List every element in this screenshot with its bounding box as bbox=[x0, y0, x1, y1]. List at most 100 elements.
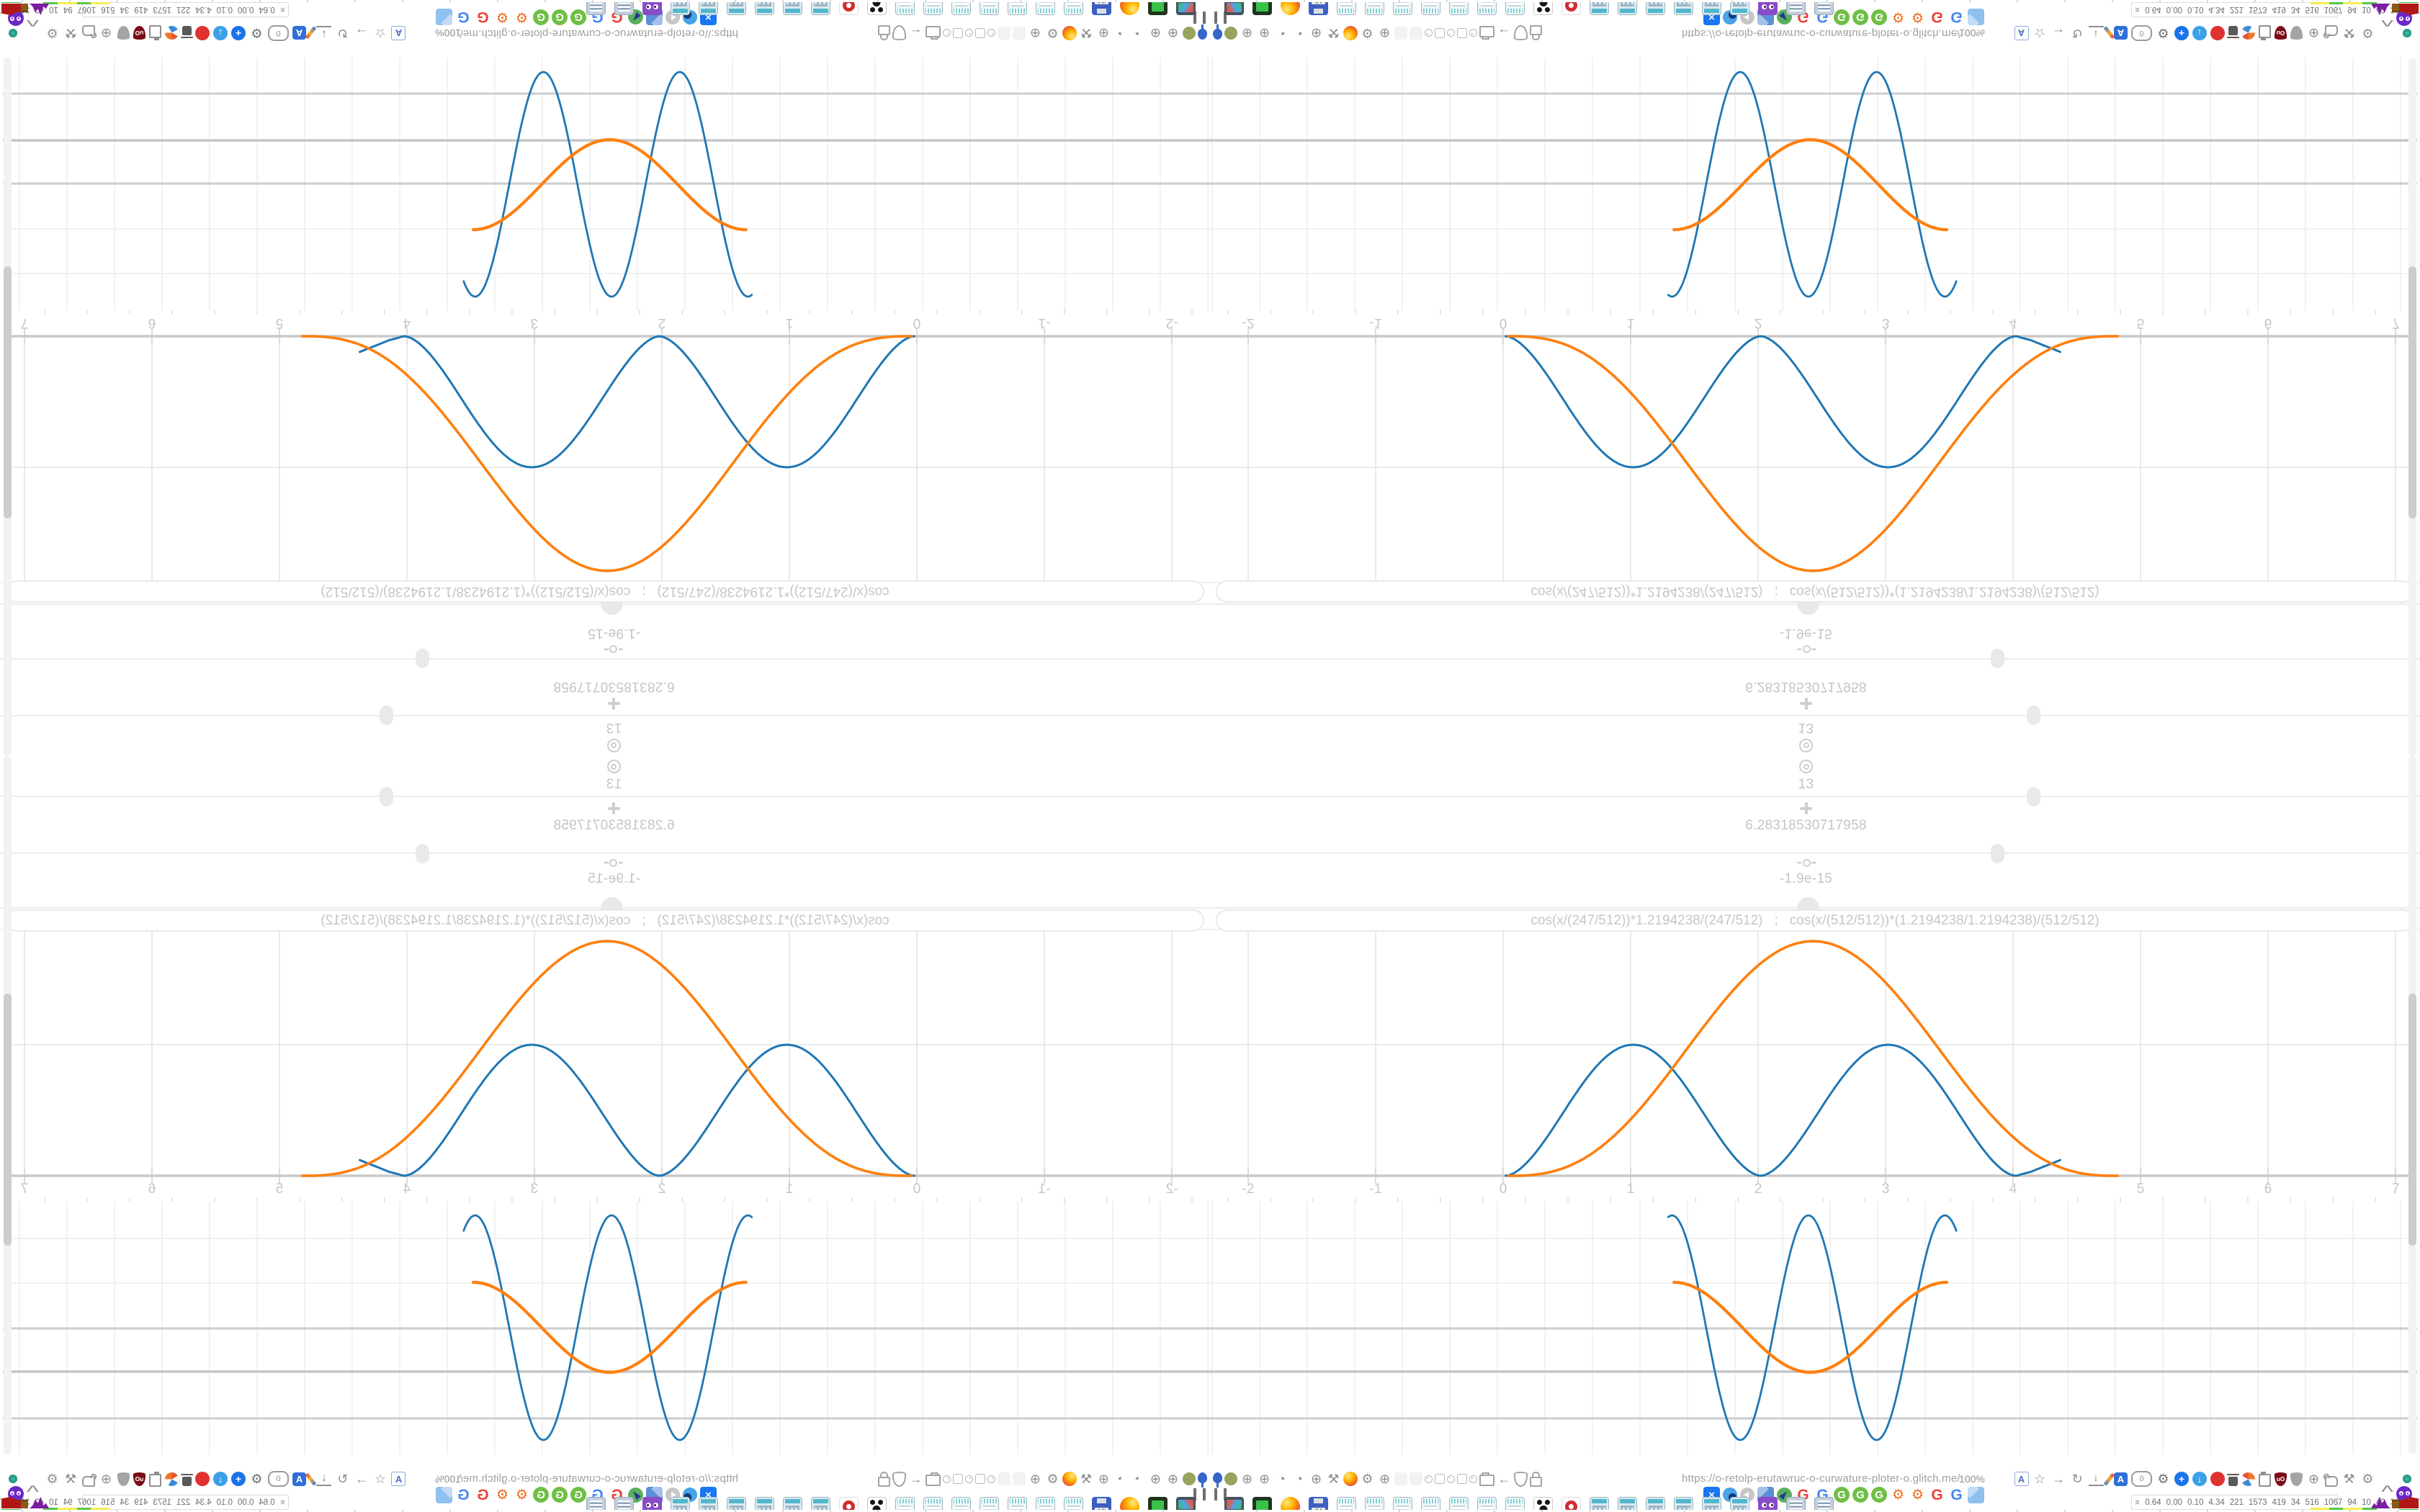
jar-icon[interactable] bbox=[149, 25, 161, 38]
folder-icon[interactable] bbox=[1479, 1472, 1494, 1486]
gauge-icon[interactable]: ◔ bbox=[1117, 1472, 1125, 1486]
tab-favicon-calc[interactable] bbox=[811, 0, 830, 15]
tab-favicon-note[interactable] bbox=[980, 0, 999, 15]
tab-favicon-calc[interactable] bbox=[1702, 1497, 1721, 1512]
shield-icon[interactable] bbox=[2290, 1472, 2303, 1486]
stats-collapse-icon[interactable]: « bbox=[276, 1499, 287, 1506]
slider-dot[interactable] bbox=[2026, 706, 2040, 726]
shield-icon[interactable] bbox=[892, 25, 906, 41]
disabled-slot-icon[interactable] bbox=[1410, 27, 1422, 40]
tab-favicon-note[interactable] bbox=[1008, 0, 1027, 15]
extension-badge-icon[interactable] bbox=[1224, 27, 1237, 40]
page-dot-icon[interactable] bbox=[975, 28, 985, 38]
bookmark-green-g[interactable]: G bbox=[1834, 1487, 1850, 1503]
tab-favicon-badge[interactable] bbox=[839, 0, 859, 15]
zoom-level[interactable]: 100% bbox=[435, 27, 461, 39]
vertical-scrollbar[interactable] bbox=[4, 58, 12, 756]
tab-favicon-panda[interactable] bbox=[1533, 1497, 1553, 1512]
lock-icon[interactable] bbox=[878, 25, 890, 35]
bookmark-google[interactable]: G bbox=[1950, 1486, 1963, 1503]
slider-row[interactable]: -1.9e-15 bbox=[1210, 625, 2402, 654]
globe-icon[interactable]: ⊕ bbox=[1098, 1472, 1110, 1486]
star-icon[interactable]: ☆ bbox=[374, 26, 387, 40]
tab-favicon-calc[interactable] bbox=[699, 0, 718, 15]
star-icon[interactable]: ☆ bbox=[2033, 1472, 2046, 1486]
page-dot-icon[interactable] bbox=[1435, 28, 1445, 38]
gauge-icon[interactable]: ◔ bbox=[1117, 26, 1125, 40]
page-dot-icon[interactable] bbox=[987, 1475, 995, 1483]
tab-favicon-panda[interactable] bbox=[867, 0, 887, 15]
folder-icon[interactable] bbox=[926, 1474, 941, 1486]
page-dot-icon[interactable] bbox=[1447, 1475, 1455, 1483]
collapse-chevron-icon[interactable]: ^ bbox=[2380, 1482, 2393, 1502]
tab-favicon-calc[interactable] bbox=[1730, 0, 1749, 15]
folder-icon[interactable] bbox=[1479, 26, 1494, 38]
gear-icon[interactable]: ⚙ bbox=[251, 26, 263, 40]
page-dot-icon[interactable] bbox=[965, 1475, 973, 1483]
tab-favicon-firefox[interactable] bbox=[1281, 1497, 1300, 1512]
url-text[interactable]: https://o-retolp-erutawruc-o-curwature-p… bbox=[460, 27, 738, 40]
ublock-shield-icon[interactable]: uO bbox=[2275, 1472, 2287, 1486]
tab-favicon-firefox[interactable] bbox=[1120, 0, 1139, 15]
slider-dot[interactable] bbox=[416, 649, 430, 669]
slider-dot[interactable] bbox=[1990, 843, 2004, 863]
star-icon[interactable]: ☆ bbox=[2033, 26, 2046, 40]
tab-favicon-floppy[interactable] bbox=[1309, 0, 1328, 15]
tab-favicon-monster[interactable] bbox=[1758, 0, 1778, 15]
slider-row[interactable]: 6.28318530717958 bbox=[18, 802, 1210, 834]
star-icon[interactable]: ☆ bbox=[374, 1472, 387, 1486]
gauge-icon[interactable]: ◔ bbox=[1134, 26, 1142, 40]
jar-icon[interactable] bbox=[2259, 1472, 2271, 1487]
counter-pill-icon[interactable]: 0 bbox=[268, 1471, 289, 1487]
globe-icon[interactable]: ⊕ bbox=[100, 1472, 112, 1486]
down-circle-icon[interactable]: ↓ bbox=[2192, 1472, 2207, 1486]
translate-icon[interactable]: A bbox=[391, 1472, 406, 1486]
disabled-slot-icon[interactable] bbox=[1410, 1472, 1422, 1485]
down-circle-icon[interactable]: ↓ bbox=[213, 26, 228, 40]
tab-favicon-note[interactable] bbox=[1505, 1497, 1525, 1512]
tab-favicon-firefox[interactable] bbox=[1281, 0, 1300, 15]
slider-row[interactable]: -1.9e-15 bbox=[1210, 858, 2402, 887]
shield-icon[interactable] bbox=[892, 1471, 906, 1487]
stats-widget[interactable]: « 0.64 0.00 0.10 4.34 221 1573 419 34 516 1067 94 1… bbox=[0, 2, 289, 17]
page-dot-icon[interactable] bbox=[953, 28, 963, 38]
globe-icon[interactable]: ⊕ bbox=[1167, 26, 1179, 40]
tab-favicon-book[interactable] bbox=[1252, 1497, 1272, 1512]
tab-favicon-note[interactable] bbox=[1449, 1497, 1469, 1512]
add-circle-icon[interactable]: + bbox=[2174, 1472, 2189, 1486]
url-text[interactable]: https://o-retolp-erutawruc-o-curwature-p… bbox=[460, 1472, 738, 1485]
vertical-scrollbar[interactable] bbox=[2408, 58, 2416, 756]
page-dot-icon[interactable] bbox=[1457, 28, 1467, 38]
folder-icon[interactable] bbox=[926, 26, 941, 38]
reload-icon[interactable]: ↻ bbox=[2071, 26, 2083, 40]
ublock-shield-icon[interactable]: uO bbox=[133, 1472, 145, 1486]
tab-favicon-monitor[interactable] bbox=[1224, 0, 1244, 15]
zoom-level[interactable]: 100% bbox=[1959, 27, 1985, 39]
sphere-icon[interactable] bbox=[2241, 26, 2255, 40]
gear-icon[interactable]: ⚙ bbox=[46, 1472, 58, 1486]
slider-row[interactable]: 6.28318530717958 bbox=[1210, 678, 2402, 710]
tab-favicon-note[interactable] bbox=[1036, 0, 1055, 15]
trash-icon[interactable] bbox=[2228, 26, 2238, 36]
globe-icon[interactable]: ⊕ bbox=[1029, 26, 1041, 40]
gear-icon[interactable]: ⚙ bbox=[1361, 1472, 1373, 1486]
trash-icon[interactable] bbox=[182, 26, 192, 36]
tab-favicon-note[interactable] bbox=[895, 0, 915, 15]
ublock-shield-icon[interactable]: uO bbox=[2275, 26, 2287, 40]
record-circle-icon[interactable] bbox=[2210, 26, 2225, 40]
trash-icon[interactable] bbox=[182, 1476, 192, 1486]
globe-icon[interactable]: ⊕ bbox=[1258, 1472, 1270, 1486]
add-circle-icon[interactable]: + bbox=[231, 1472, 246, 1486]
sphere-icon[interactable] bbox=[165, 26, 179, 40]
vertical-scrollbar[interactable] bbox=[2408, 756, 2416, 1454]
download-icon[interactable]: ↓ bbox=[316, 1472, 332, 1486]
sphere-icon[interactable] bbox=[2241, 1472, 2255, 1486]
back-icon[interactable]: ← bbox=[909, 26, 923, 40]
counter-pill-icon[interactable]: 0 bbox=[2131, 1471, 2152, 1487]
globe-icon[interactable]: ⊕ bbox=[100, 26, 112, 40]
gauge-icon[interactable]: ◔ bbox=[1134, 1472, 1142, 1486]
page-dot-icon[interactable] bbox=[1447, 29, 1455, 37]
zoom-level[interactable]: 100% bbox=[1959, 1473, 1985, 1485]
tab-favicon-monitor[interactable] bbox=[1224, 1497, 1244, 1512]
translate-a-icon[interactable]: A bbox=[292, 26, 306, 40]
